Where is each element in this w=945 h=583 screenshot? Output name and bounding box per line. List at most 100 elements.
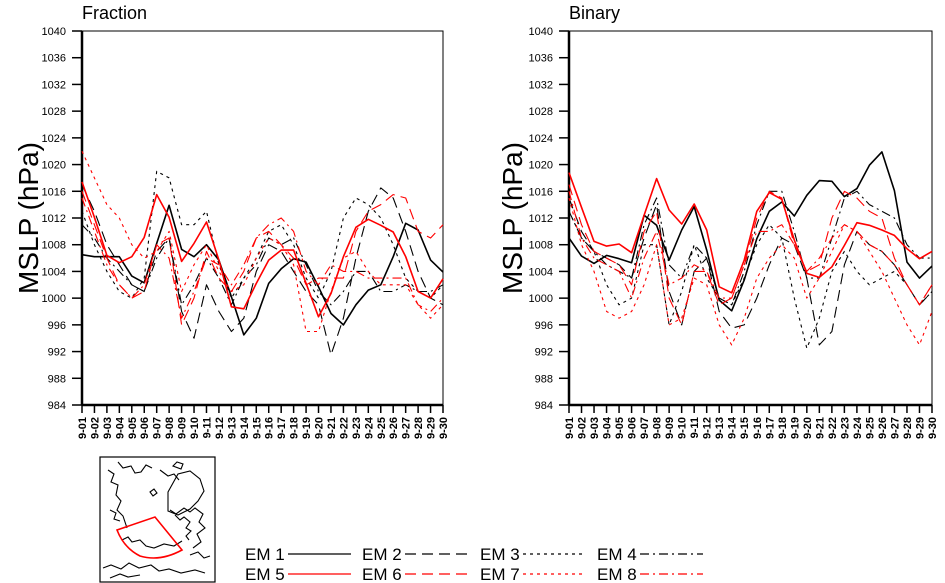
y-tick-label: 992 — [48, 347, 66, 359]
x-tick-label: 9-24 — [852, 416, 864, 439]
series-line-em-7 — [81, 150, 444, 333]
series-line-em-6 — [568, 184, 933, 326]
x-tick-label: 9-12 — [214, 417, 226, 439]
x-tick-label: 9-13 — [226, 417, 238, 439]
x-tick-label: 9-08 — [164, 417, 176, 439]
legend-label: EM 7 — [480, 565, 520, 583]
y-tick-label: 1028 — [529, 106, 553, 118]
x-tick-label: 9-03 — [589, 417, 601, 439]
legend-label: EM 4 — [597, 545, 637, 564]
x-tick-label: 9-04 — [114, 416, 126, 439]
inset-map — [99, 456, 216, 583]
x-tick-label: 9-01 — [77, 417, 89, 439]
plot-frame — [568, 30, 933, 406]
x-tick-label: 9-16 — [264, 417, 276, 439]
series-line-em-1 — [81, 204, 444, 336]
x-tick-label: 9-06 — [139, 417, 151, 439]
x-tick-label: 9-02 — [89, 417, 101, 439]
x-tick-label: 9-28 — [413, 417, 425, 439]
x-tick-label: 9-03 — [102, 417, 114, 439]
legend-item: EM 8 — [597, 565, 703, 583]
x-tick-label: 9-17 — [276, 417, 288, 439]
chart-title: Binary — [569, 3, 620, 23]
x-tick-label: 9-06 — [627, 417, 639, 439]
x-tick-label: 9-20 — [802, 417, 814, 439]
x-tick-label: 9-10 — [677, 417, 689, 439]
chart-panel-fraction: Fraction MSLP (hPa) 984 988 992 996 1000 1004 10… — [13, 3, 450, 439]
legend-item: EM 3 — [480, 545, 586, 564]
y-tick-label: 1012 — [42, 213, 66, 225]
series-line-em-2 — [81, 184, 444, 356]
x-tick-label: 9-05 — [127, 417, 139, 439]
legend-label: EM 1 — [245, 545, 285, 564]
series-line-em-1 — [568, 151, 933, 312]
y-axis-label: MSLP (hPa) — [13, 142, 44, 294]
chart-title: Fraction — [82, 3, 147, 23]
y-tick-label: 1020 — [42, 160, 66, 172]
x-tick-label: 9-19 — [301, 417, 313, 439]
y-tick-label: 1036 — [42, 53, 66, 65]
x-tick-label: 9-21 — [326, 417, 338, 439]
y-tick-label: 1036 — [529, 53, 553, 65]
x-tick-label: 9-18 — [777, 417, 789, 439]
y-tick-label: 1000 — [529, 293, 553, 305]
y-tick-label: 1028 — [42, 106, 66, 118]
x-tick-label: 9-22 — [827, 417, 839, 439]
x-tick-label: 9-15 — [251, 417, 263, 439]
y-tick-label: 1024 — [529, 133, 553, 145]
x-tick-label: 9-14 — [239, 416, 251, 439]
x-tick-label: 9-19 — [789, 417, 801, 439]
x-tick-label: 9-13 — [714, 417, 726, 439]
y-tick-label: 1032 — [42, 79, 66, 91]
x-tick-label: 9-12 — [702, 417, 714, 439]
y-tick-label: 988 — [48, 373, 66, 385]
y-tick-label: 984 — [535, 400, 553, 412]
legend-item: EM 6 — [362, 565, 468, 583]
y-tick-label: 1016 — [529, 186, 553, 198]
x-tick-label: 9-25 — [864, 417, 876, 439]
legend-item: EM 1 — [245, 545, 351, 564]
x-tick-label: 9-26 — [877, 417, 889, 439]
coastlines — [102, 461, 211, 579]
x-tick-label: 9-05 — [614, 417, 626, 439]
series-line-em-3 — [81, 170, 444, 299]
chart-panel-binary: Binary MSLP (hPa) 984 988 992 996 1000 1004 1008… — [497, 3, 939, 439]
series-line-em-4 — [568, 190, 932, 306]
legend-label: EM 8 — [597, 565, 637, 583]
x-tick-label: 9-07 — [639, 417, 651, 439]
legend-label: EM 5 — [245, 565, 285, 583]
legend-item: EM 5 — [245, 565, 351, 583]
x-tick-label: 9-04 — [602, 416, 614, 439]
y-tick-label: 1004 — [42, 266, 66, 278]
legend-label: EM 2 — [362, 545, 402, 564]
x-tick-label: 9-26 — [388, 417, 400, 439]
x-tick-label: 9-01 — [564, 417, 576, 439]
x-tick-label: 9-11 — [201, 417, 213, 438]
y-tick-label: 1024 — [42, 133, 66, 145]
y-axis-label: MSLP (hPa) — [497, 142, 528, 294]
series-line-em-5 — [81, 181, 444, 318]
x-tick-label: 9-02 — [577, 417, 589, 439]
x-tick-label: 9-27 — [401, 417, 413, 439]
y-tick-label: 1004 — [529, 266, 553, 278]
y-tick-label: 1032 — [529, 79, 553, 91]
x-tick-label: 9-21 — [814, 417, 826, 439]
x-tick-label: 9-25 — [376, 417, 388, 439]
x-tick-label: 9-27 — [889, 417, 901, 439]
legend-item: EM 2 — [362, 545, 468, 564]
legend-item: EM 7 — [480, 565, 586, 583]
x-tick-label: 9-29 — [914, 417, 926, 439]
x-tick-label: 9-29 — [426, 417, 438, 439]
y-tick-label: 996 — [48, 320, 66, 332]
y-tick-label: 1012 — [529, 213, 553, 225]
series-line-em-4 — [81, 224, 444, 306]
y-tick-label: 1008 — [42, 240, 66, 252]
y-tick-label: 988 — [535, 373, 553, 385]
y-tick-label: 1008 — [529, 240, 553, 252]
x-tick-label: 9-09 — [177, 417, 189, 439]
x-tick-label: 9-23 — [351, 417, 363, 439]
plot-frame — [81, 30, 444, 406]
y-tick-label: 992 — [535, 347, 553, 359]
x-tick-label: 9-28 — [902, 417, 914, 439]
